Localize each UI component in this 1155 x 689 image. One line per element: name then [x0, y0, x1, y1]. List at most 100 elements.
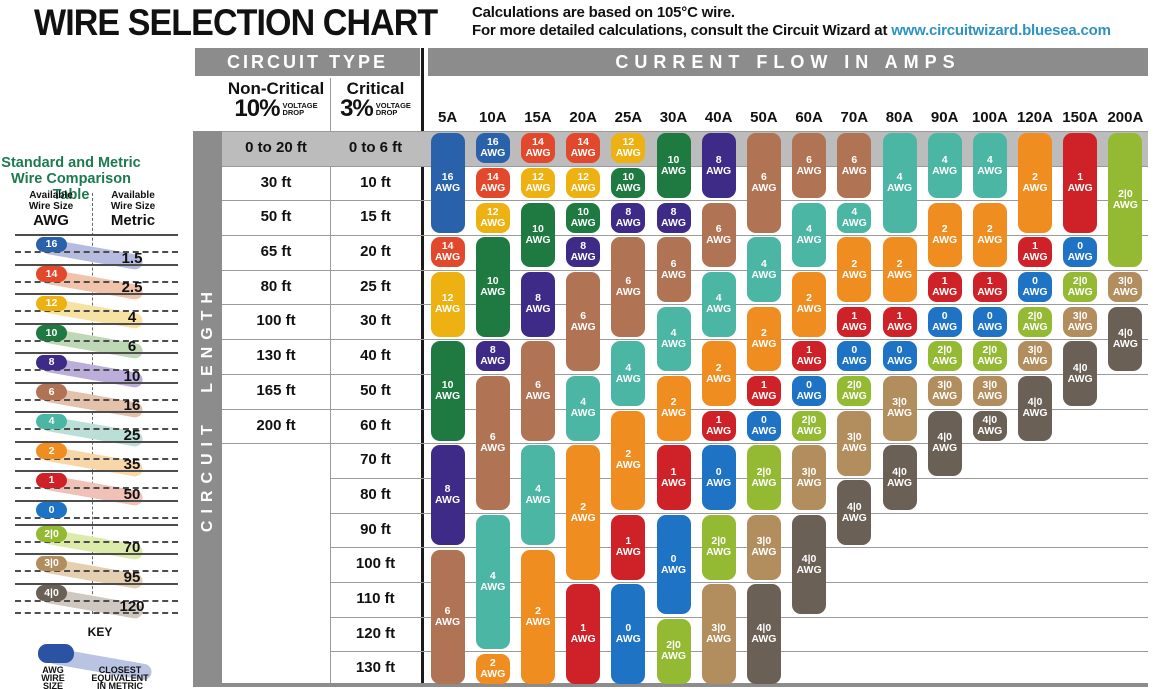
- wire-gauge-bar: 2 AWG: [611, 410, 646, 511]
- metric-size-value: 6: [127, 338, 137, 355]
- wire-gauge-bar: 6 AWG: [656, 237, 691, 303]
- row-label-non-critical: 165 ft: [256, 381, 296, 399]
- wire-gauge-bar: 1 AWG: [927, 271, 962, 303]
- awg-size-pill: 12: [36, 295, 67, 311]
- metric-column-header: Available Wire Size: [110, 190, 156, 212]
- wire-gauge-bar: 8 AWG: [566, 237, 601, 268]
- note-line-2: For more detailed calculations, consult …: [472, 22, 1111, 40]
- wire-gauge-bar: 1 AWG: [701, 410, 736, 441]
- gridline: [222, 304, 1148, 306]
- amp-column-header: 5A: [438, 109, 458, 126]
- metric-size-value: 4: [127, 308, 137, 326]
- note-line-2-text: For more detailed calculations, consult …: [472, 22, 892, 39]
- row-label-critical: 40 ft: [360, 347, 391, 365]
- wire-gauge-bar: 10 AWG: [475, 237, 510, 337]
- wire-gauge-bar: 4|0 AWG: [1018, 376, 1052, 441]
- wire-gauge-bar: 10 AWG: [656, 133, 691, 199]
- key-awg-label: AWG WIRE SIZE: [41, 665, 65, 689]
- wire-gauge-bar: 2|0 AWG: [1108, 133, 1143, 268]
- wire-gauge-bar: 1 AWG: [566, 584, 601, 684]
- wire-gauge-bar: 1 AWG: [792, 341, 827, 372]
- wire-gauge-bar: 16 AWG: [430, 133, 465, 233]
- wire-gauge-bar: 8 AWG: [521, 271, 555, 337]
- wire-gauge-bar: 10 AWG: [611, 167, 646, 199]
- metric-size-value: 70: [123, 539, 141, 556]
- wire-gauge-bar: 1 AWG: [656, 445, 691, 511]
- wire-gauge-bar: 14 AWG: [566, 133, 601, 164]
- metric-size-value: 2.5: [121, 279, 143, 296]
- row-label-critical: 70 ft: [360, 451, 391, 469]
- sidebar-dashed-line: [15, 310, 178, 312]
- critical-voltage-drop: 3% VOLTAGE DROP: [330, 94, 421, 124]
- awg-size-pill: 4|0: [36, 585, 67, 601]
- wire-gauge-bar: 8 AWG: [430, 445, 465, 545]
- metric-unit-label: Metric: [110, 212, 156, 229]
- metric-size-value: 120: [119, 598, 145, 615]
- awg-column-header: Available Wire Size: [28, 190, 74, 212]
- sidebar-dashed-line: [15, 612, 178, 614]
- sidebar-dashed-line: [15, 487, 178, 489]
- wire-gauge-bar: 3|0 AWG: [701, 584, 736, 684]
- wire-gauge-bar: 1 AWG: [1018, 237, 1052, 268]
- wire-gauge-bar: 3|0 AWG: [882, 376, 917, 441]
- amp-column-header: 30A: [659, 109, 688, 126]
- sidebar-dashed-line: [15, 398, 178, 401]
- awg-size-pill: 16: [36, 236, 67, 252]
- wire-gauge-bar: 2 AWG: [1018, 133, 1052, 233]
- wire-gauge-bar: 6 AWG: [430, 549, 465, 684]
- key-title: KEY: [87, 625, 113, 639]
- row-label-critical: 90 ft: [360, 520, 391, 538]
- wire-gauge-bar: 6 AWG: [701, 202, 736, 268]
- sidebar-dashed-line: [15, 540, 178, 543]
- wire-gauge-bar: 6 AWG: [792, 133, 827, 199]
- wire-gauge-bar: 4|0 AWG: [1063, 341, 1098, 407]
- row-label-critical: 0 to 6 ft: [348, 139, 403, 156]
- wire-gauge-bar: 2|0 AWG: [1063, 271, 1098, 303]
- wire-gauge-bar: 4 AWG: [882, 133, 917, 233]
- wire-gauge-bar: 4 AWG: [701, 271, 736, 337]
- column-divider: [330, 78, 331, 683]
- wire-gauge-bar: 16 AWG: [475, 133, 510, 164]
- wire-gauge-bar: 2|0 AWG: [746, 445, 781, 511]
- critical-voltage-drop-label: VOLTAGE DROP: [375, 100, 411, 117]
- sidebar-dashed-line: [15, 516, 178, 519]
- row-label-non-critical: 80 ft: [260, 277, 292, 295]
- wire-gauge-bar: 1 AWG: [972, 271, 1007, 303]
- wire-gauge-bar: 0 AWG: [611, 584, 646, 684]
- wire-gauge-bar: 4|0 AWG: [746, 584, 781, 684]
- divider-line: [421, 48, 424, 686]
- row-label-non-critical: 100 ft: [256, 312, 296, 330]
- sidebar-row-line: [15, 352, 178, 354]
- wire-gauge-bar: 2|0 AWG: [837, 376, 872, 407]
- awg-size-pill: 3|0: [36, 555, 67, 571]
- wire-gauge-bar: 8 AWG: [656, 202, 691, 233]
- circuit-wizard-link[interactable]: www.circuitwizard.bluesea.com: [891, 22, 1111, 39]
- wire-gauge-bar: 8 AWG: [701, 133, 736, 199]
- wire-gauge-bar: 4|0 AWG: [972, 410, 1007, 441]
- amp-column-header: 20A: [569, 109, 597, 126]
- wire-gauge-bar: 4|0 AWG: [792, 514, 827, 615]
- amp-column-header: 40A: [704, 109, 733, 126]
- non-critical-voltage-drop: 10% VOLTAGE DROP: [222, 94, 330, 124]
- sidebar-row-line: [15, 234, 178, 236]
- row-label-critical: 30 ft: [360, 312, 391, 330]
- wire-gauge-bar: 2 AWG: [792, 271, 827, 337]
- metric-size-value: 16: [123, 397, 141, 414]
- wire-gauge-bar: 6 AWG: [611, 237, 646, 337]
- gridline: [330, 477, 1148, 479]
- wire-gauge-bar: 14 AWG: [430, 237, 465, 268]
- amp-column-header: 25A: [614, 109, 643, 126]
- wire-gauge-bar: 2 AWG: [656, 376, 691, 441]
- wire-gauge-bar: 12 AWG: [521, 167, 555, 199]
- wire-gauge-bar: 6 AWG: [746, 133, 781, 233]
- row-label-critical: 50 ft: [360, 381, 391, 399]
- awg-size-pill: 10: [36, 325, 67, 341]
- sidebar-row-line: [15, 523, 178, 526]
- sidebar-dashed-line: [15, 599, 178, 602]
- comparison-table-title: Standard and Metric Wire Comparison Table: [1, 155, 141, 203]
- sidebar-dashed-line: [15, 457, 178, 460]
- wire-gauge-bar: 3|0 AWG: [927, 376, 962, 407]
- metric-size-value: 25: [123, 426, 141, 444]
- metric-size-value: 50: [123, 485, 141, 503]
